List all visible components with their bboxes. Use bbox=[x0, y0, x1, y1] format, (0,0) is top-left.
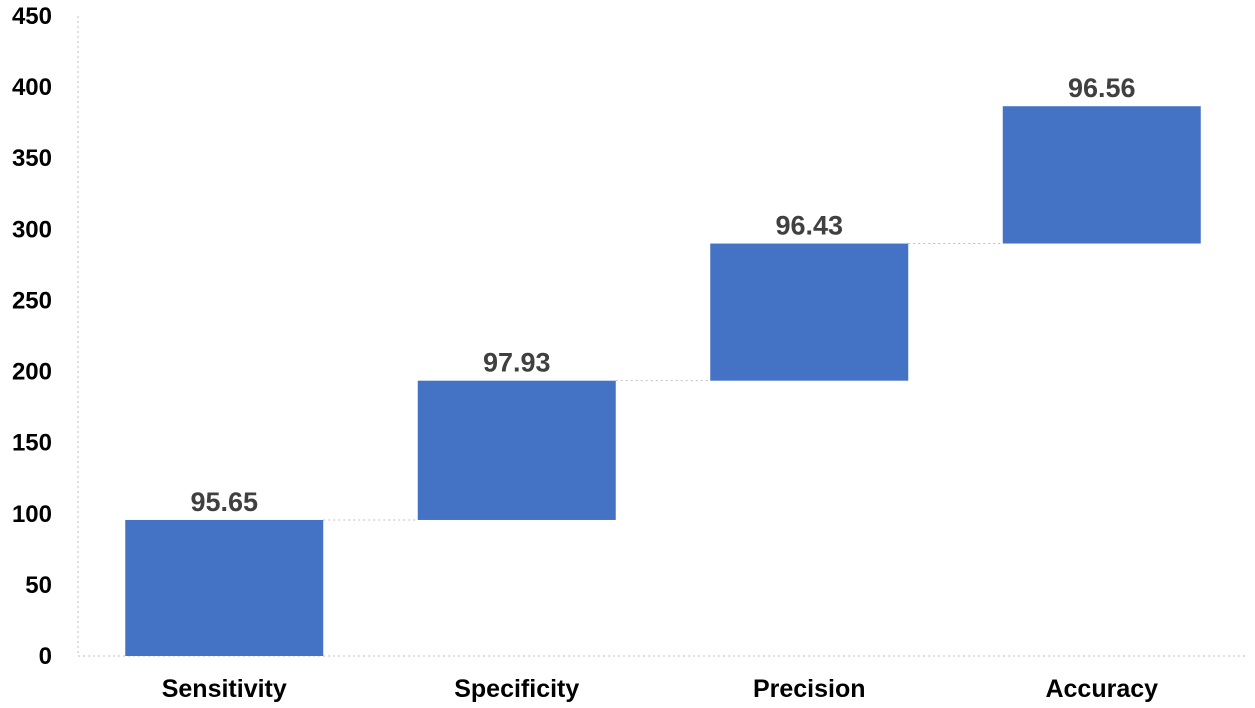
y-tick-label: 100 bbox=[12, 501, 52, 528]
x-tick-label: Accuracy bbox=[1045, 675, 1158, 703]
y-tick-label: 250 bbox=[12, 287, 52, 314]
bar-series bbox=[125, 106, 1201, 656]
x-tick-label: Precision bbox=[753, 675, 866, 703]
bar bbox=[1002, 106, 1201, 244]
y-axis-ticks: 0 50 100 150 200 250 300 350 400 450 bbox=[12, 3, 52, 670]
y-tick-label: 400 bbox=[12, 74, 52, 101]
data-label: 95.65 bbox=[190, 487, 258, 517]
x-tick-label: Sensitivity bbox=[162, 675, 287, 703]
y-tick-label: 300 bbox=[12, 216, 52, 243]
y-tick-label: 350 bbox=[12, 145, 52, 172]
x-axis-ticks: Sensitivity Specificity Precision Accuracy bbox=[162, 675, 1158, 703]
y-tick-label: 0 bbox=[39, 643, 52, 670]
y-tick-label: 50 bbox=[25, 572, 52, 599]
data-label: 96.43 bbox=[775, 211, 843, 241]
y-tick-label: 450 bbox=[12, 3, 52, 30]
data-labels: 95.65 97.93 96.43 96.56 bbox=[190, 73, 1135, 517]
data-label: 96.56 bbox=[1068, 73, 1136, 103]
bar bbox=[417, 380, 616, 520]
connector-lines bbox=[323, 243, 1003, 521]
bar bbox=[125, 519, 324, 656]
y-tick-label: 150 bbox=[12, 430, 52, 457]
bar bbox=[710, 243, 909, 381]
data-label: 97.93 bbox=[483, 348, 551, 378]
y-tick-label: 200 bbox=[12, 359, 52, 386]
x-tick-label: Specificity bbox=[454, 675, 579, 703]
